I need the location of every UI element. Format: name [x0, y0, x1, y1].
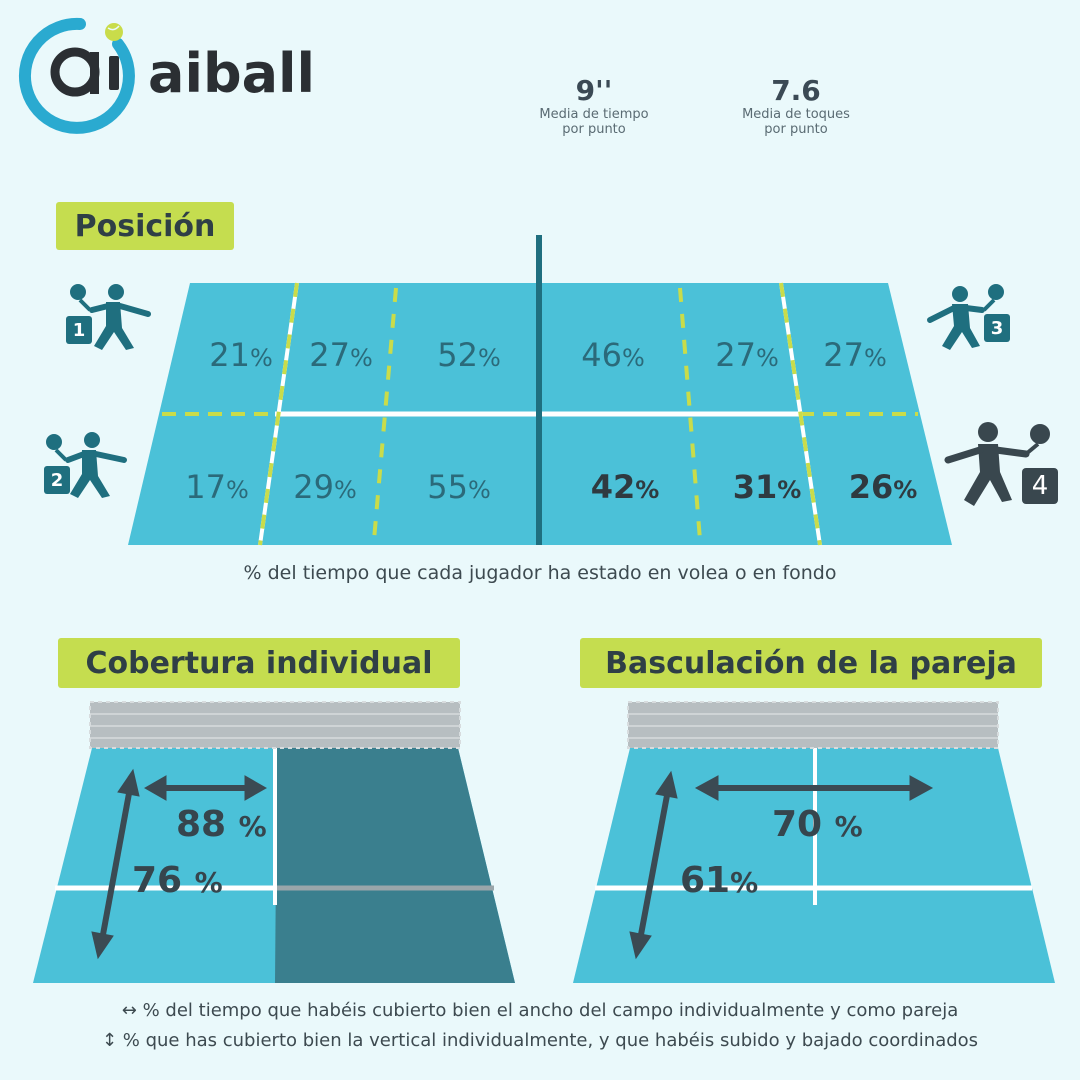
pct-top-6: 27% — [823, 336, 887, 374]
player-3: 3 — [922, 280, 1016, 360]
pct-bottom-4: 42% — [590, 468, 660, 506]
padel-player-icon — [44, 432, 127, 498]
pair-vertical-pct: 61% — [680, 860, 759, 901]
net-icon — [90, 702, 460, 748]
individual-court — [33, 701, 515, 983]
stat-time-label: Media de tiempo por punto — [539, 107, 649, 137]
padel-player-icon — [68, 282, 151, 350]
net-icon — [628, 702, 998, 748]
horizontal-arrow — [694, 775, 934, 801]
padel-player-icon — [944, 422, 1052, 506]
stat-time-value: 9'' — [575, 74, 613, 107]
individual-horizontal-pct: 88 % — [176, 804, 267, 845]
pct-top-4: 46% — [581, 336, 645, 374]
stat-touches-value: 7.6 — [771, 74, 821, 107]
section-title-pair: Basculación de la pareja — [580, 638, 1042, 688]
section-title-individual: Cobertura individual — [58, 638, 460, 688]
player-2: 2 — [40, 430, 134, 510]
ball-icon — [105, 23, 123, 41]
player-badge-3: 3 — [984, 314, 1010, 342]
aiball-logo — [18, 17, 135, 134]
pct-bottom-5: 31% — [732, 468, 802, 506]
player-badge-4: 4 — [1022, 468, 1058, 504]
pct-top-1: 21% — [209, 336, 273, 374]
legend-vertical: ↕ % que has cubierto bien la vertical in… — [101, 1030, 979, 1051]
vertical-arrow — [629, 770, 678, 960]
pct-top-3: 52% — [437, 336, 501, 374]
individual-vertical-pct: 76 % — [132, 860, 223, 901]
pct-top-5: 27% — [715, 336, 779, 374]
pct-bottom-6: 26% — [848, 468, 918, 506]
legend-horizontal: ↔ % del tiempo que habéis cubierto bien … — [121, 1000, 959, 1021]
padel-player-icon — [927, 282, 1006, 350]
stat-touches-label: Media de toques por punto — [742, 107, 850, 137]
pair-horizontal-pct: 70 % — [772, 804, 863, 845]
player-1: 1 — [62, 280, 156, 360]
player-badge-1: 1 — [66, 316, 92, 344]
pct-bottom-3: 55% — [427, 468, 491, 506]
player-4: 4 — [944, 420, 1064, 516]
pair-court — [573, 701, 1055, 983]
section-title-position: Posición — [56, 202, 234, 250]
pct-bottom-2: 29% — [293, 468, 357, 506]
pct-top-2: 27% — [309, 336, 373, 374]
vertical-arrow — [91, 768, 140, 960]
player-badge-2: 2 — [44, 466, 70, 494]
horizontal-arrow — [143, 775, 268, 801]
brand-name: aiball — [148, 42, 316, 105]
pct-bottom-1: 17% — [185, 468, 249, 506]
position-caption: % del tiempo que cada jugador ha estado … — [243, 562, 837, 584]
position-court — [128, 235, 952, 546]
